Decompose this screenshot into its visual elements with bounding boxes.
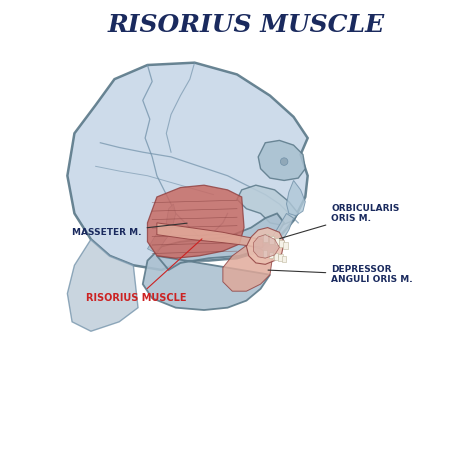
Polygon shape	[237, 185, 298, 225]
Polygon shape	[254, 235, 279, 258]
Bar	[263, 234, 268, 242]
Polygon shape	[67, 239, 138, 331]
Bar	[279, 240, 284, 247]
Polygon shape	[147, 225, 171, 254]
Bar	[274, 253, 278, 260]
Text: MASSETER M.: MASSETER M.	[72, 223, 187, 237]
Bar	[278, 255, 283, 261]
Bar	[263, 250, 267, 257]
Bar	[283, 242, 288, 249]
Polygon shape	[143, 213, 284, 310]
Text: RISORIUS MUSCLE: RISORIUS MUSCLE	[86, 239, 202, 303]
Bar	[282, 256, 286, 263]
Bar	[269, 252, 273, 258]
Polygon shape	[223, 246, 273, 291]
Polygon shape	[246, 228, 284, 264]
Bar	[275, 238, 279, 246]
Polygon shape	[261, 213, 293, 258]
Polygon shape	[147, 185, 244, 258]
Polygon shape	[258, 140, 305, 181]
Text: RISORIUS MUSCLE: RISORIUS MUSCLE	[108, 13, 385, 37]
Circle shape	[280, 158, 288, 165]
Polygon shape	[67, 63, 308, 270]
Bar	[269, 236, 274, 244]
Polygon shape	[157, 223, 263, 247]
Text: DEPRESSOR
ANGULI ORIS M.: DEPRESSOR ANGULI ORIS M.	[268, 265, 413, 284]
Polygon shape	[286, 181, 305, 216]
Text: ORBICULARIS
ORIS M.: ORBICULARIS ORIS M.	[280, 204, 400, 238]
Polygon shape	[166, 204, 176, 232]
